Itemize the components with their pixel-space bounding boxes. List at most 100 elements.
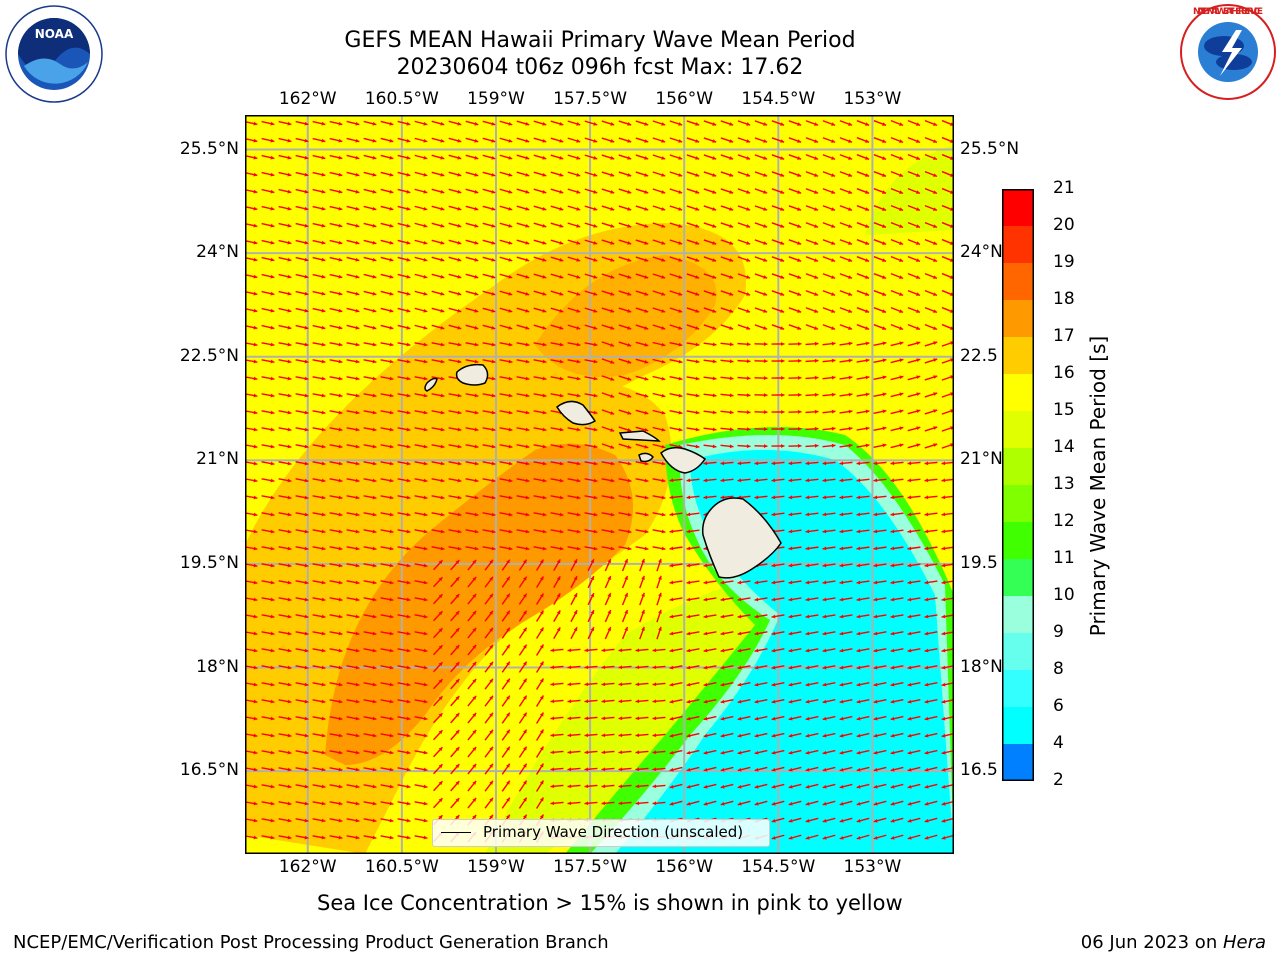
wave-arrow [380,733,394,738]
wave-arrow [652,171,666,177]
wave-arrow [567,376,581,381]
wave-arrow [669,222,683,228]
wave-arrow [822,749,836,755]
wave-arrow [907,255,921,263]
wave-arrow [465,444,479,449]
wave-arrow [805,239,819,245]
wave-arrow [720,324,734,330]
wave-arrow [550,495,564,500]
wave-arrow [737,800,751,806]
wave-arrow [873,137,887,143]
wave-arrow [329,546,343,551]
wave-arrow [788,307,802,313]
wave-arrow [788,834,802,840]
wave-arrow [533,188,547,194]
wave-arrow [245,733,258,738]
island-hawaii [701,497,782,579]
wave-arrow [329,188,343,194]
wave-arrow [618,426,632,432]
wave-arrow [346,461,360,466]
wave-arrow [584,665,598,670]
wave-arrow [518,661,528,673]
wave-arrow [839,324,853,330]
wave-arrow [450,593,460,605]
legend-line-icon [441,832,471,833]
wave-arrow [635,443,649,449]
wave-arrow [754,307,768,313]
wave-arrow [431,461,445,466]
wave-arrow [567,290,581,296]
wave-arrow [295,648,309,653]
wave-arrow [397,342,411,347]
lat-label-right: 24°N [960,242,1003,263]
wave-arrow [686,546,700,551]
wave-arrow [839,461,853,466]
wave-arrow [567,682,581,687]
wave-arrow [261,359,275,364]
wave-arrow [535,644,545,656]
wave-arrow [805,426,819,431]
wave-arrow [771,410,785,414]
wave-arrow [553,559,561,571]
wave-arrow [703,427,717,432]
wave-arrow [822,307,836,313]
wave-arrow [669,273,683,279]
wave-arrow [312,290,326,296]
wave-arrow [346,307,360,313]
wave-arrow [771,665,785,670]
wave-arrow [907,187,921,195]
lon-label-top: 157.5°W [553,89,628,109]
wave-arrow [686,273,700,279]
wave-arrow [822,766,836,772]
wave-arrow [805,817,819,823]
wave-arrow [329,784,343,789]
wave-arrow [788,648,802,653]
wave-arrow [669,631,683,636]
wave-arrow [601,222,615,228]
lat-label-right: 25.5°N [960,138,1020,159]
wave-arrow [450,644,460,656]
wave-arrow [873,749,887,755]
wave-arrow [822,800,836,806]
lat-label-left: 19.5°N [179,552,239,573]
wave-arrow [805,682,819,687]
wave-arrow [652,120,666,126]
wave-arrow [618,682,632,687]
wave-arrow [482,324,496,330]
wave-arrow [553,576,561,588]
wave-arrow [501,661,511,673]
wave-arrow [567,307,581,313]
wave-arrow [635,222,649,228]
wave-arrow [278,767,292,772]
wave-arrow [363,716,377,721]
wave-arrow [346,273,360,279]
wave-arrow [465,239,479,245]
wave-arrow [924,546,938,551]
lat-label-right: 19.5 [960,552,998,573]
wave-arrow [805,290,819,296]
wave-arrow [856,290,870,296]
wave-arrow [484,576,494,588]
wave-arrow [584,205,598,211]
wave-arrow [380,256,394,262]
wave-arrow [261,835,275,840]
wave-arrow [601,529,615,534]
wave-arrow [414,512,428,517]
wave-arrow [907,563,921,568]
wave-arrow [703,154,717,160]
colorbar-tick-label: 14 [1053,437,1075,457]
wave-arrow [414,665,428,670]
wave-arrow [737,698,751,704]
wave-arrow [652,409,666,415]
wave-arrow [601,154,615,160]
wave-arrow [535,780,545,792]
wave-arrow [380,205,394,211]
wave-arrow [839,188,853,194]
wave-arrow [669,563,683,568]
wave-arrow [839,834,853,840]
wave-arrow [635,324,649,330]
wave-arrow [467,576,477,588]
wave-arrow [873,307,887,313]
wave-arrow [771,359,785,363]
wave-arrow [261,801,275,806]
